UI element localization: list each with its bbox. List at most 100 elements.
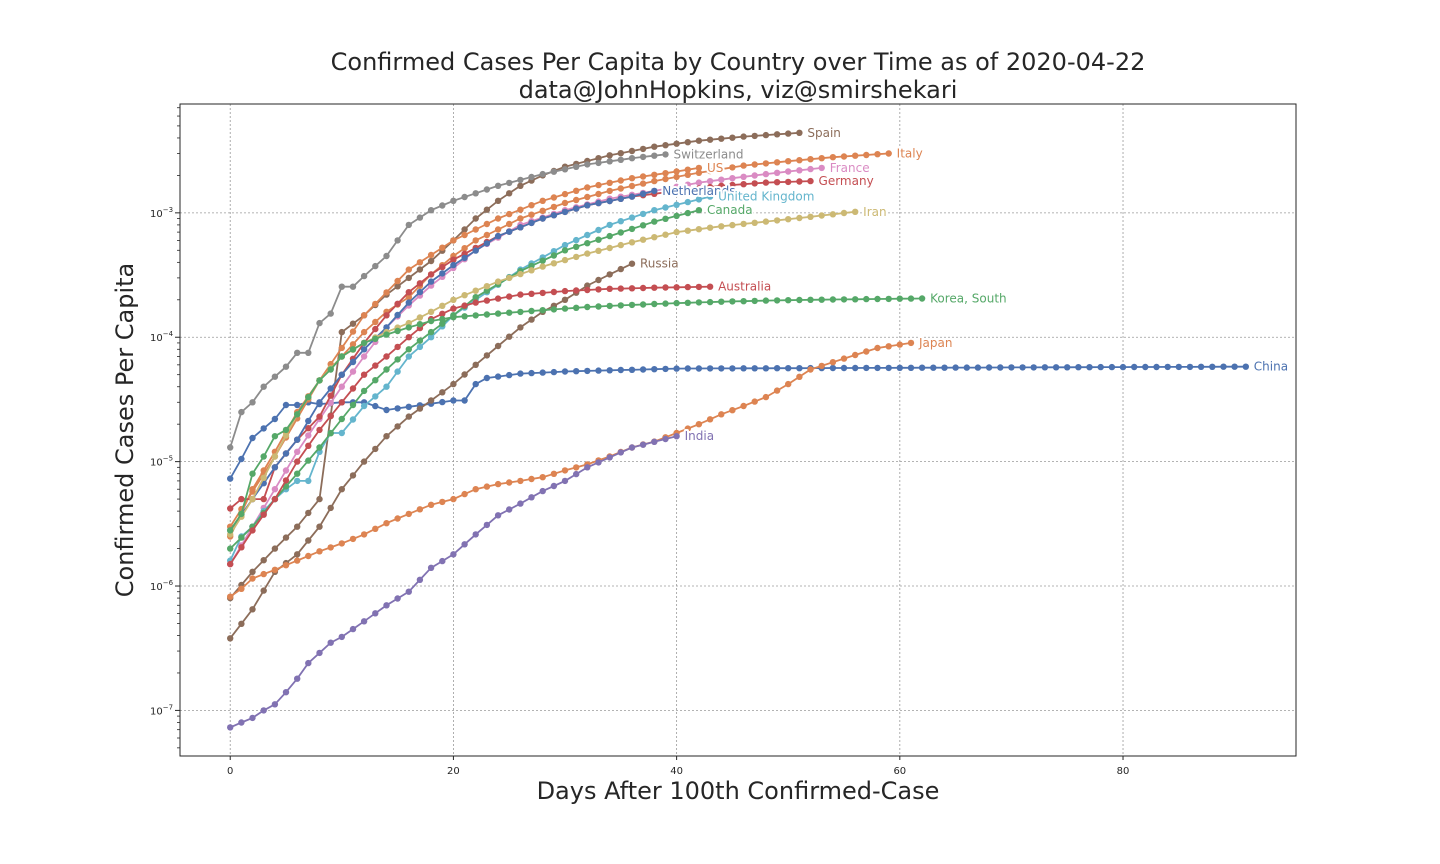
data-point [416,314,424,321]
data-point [461,231,468,239]
data-point [595,303,602,310]
data-point [718,176,725,183]
data-point [360,339,368,347]
data-point [617,185,624,192]
data-point [606,271,613,278]
data-point [1186,363,1194,371]
data-point [405,334,412,341]
data-point [528,290,535,297]
data-point [617,195,624,202]
data-point [472,226,479,233]
data-point [282,432,290,439]
data-point [662,189,669,196]
data-point [773,159,781,166]
x-tick-label: 80 [1117,766,1130,777]
data-point [405,413,412,420]
data-point [539,257,546,264]
data-point [316,399,323,406]
data-point [238,510,245,518]
data-point [517,206,524,213]
data-point [550,288,558,296]
data-point [773,169,781,176]
data-point [684,171,691,178]
data-point [706,283,714,290]
data-point [651,187,658,195]
data-point [383,331,390,338]
data-point [427,257,435,265]
data-point [584,250,591,257]
data-point [349,320,357,327]
data-point [796,129,803,136]
data-point [561,241,569,249]
data-point [573,205,580,212]
series-label: Japan [918,336,952,350]
data-point [260,474,267,481]
data-point [762,393,770,401]
data-point [282,363,290,370]
data-point [305,477,312,485]
data-point [461,292,468,299]
data-point [383,289,390,296]
data-point [706,224,714,231]
data-point [483,231,491,239]
data-point [673,173,680,181]
data-point [394,343,401,351]
data-point [383,383,390,390]
data-point [1097,363,1104,371]
data-point [405,266,412,273]
data-point [517,182,524,189]
data-point [294,411,301,418]
data-point [695,207,703,214]
data-point [249,568,256,575]
data-point [372,325,379,333]
data-point [807,366,814,373]
data-point [550,203,558,211]
data-point [584,464,591,471]
data-point [673,140,680,147]
data-point [695,226,703,233]
data-point [238,544,245,551]
data-point [662,142,669,149]
data-point [439,389,446,396]
data-point [628,225,636,233]
x-tick-label: 40 [670,766,683,777]
data-point [684,181,691,188]
series-australia [227,283,714,568]
data-point [360,531,368,538]
data-point [327,310,334,317]
data-point [706,167,714,175]
data-point [472,380,479,388]
data-point [673,433,680,440]
data-point [785,297,792,304]
data-point [494,278,502,285]
data-point [416,266,424,273]
data-point [852,351,859,359]
data-point [1142,363,1149,371]
data-point [561,305,569,312]
data-point [550,194,558,201]
data-point [740,402,747,410]
data-point [483,220,491,228]
data-point [997,364,1004,371]
data-point [829,154,837,161]
data-point [394,283,401,290]
data-point [706,193,714,200]
data-point [372,525,379,532]
data-point [461,541,468,548]
data-point [1086,364,1093,371]
series-label: Canada [707,203,753,217]
data-point [550,482,558,490]
data-point [439,315,446,323]
data-point [573,163,580,170]
data-point [405,221,412,229]
data-point [439,320,446,327]
data-point [885,150,892,157]
data-point [372,300,379,308]
data-point [706,183,714,191]
data-point [617,285,624,292]
data-point [1164,363,1171,371]
data-point [472,531,479,538]
data-point [885,295,892,303]
data-point [829,296,837,303]
data-point [282,689,290,696]
